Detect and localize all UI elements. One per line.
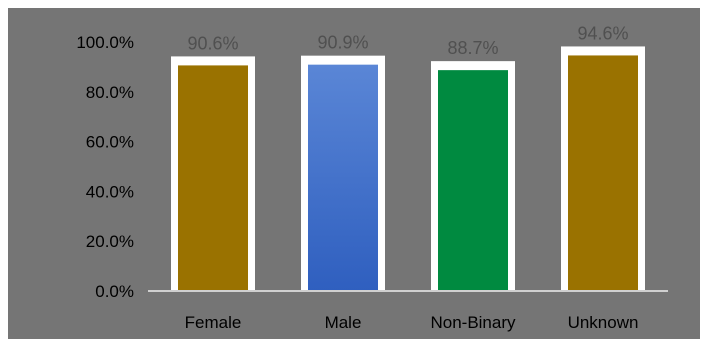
x-tick-label: Non-Binary: [430, 313, 516, 332]
x-tick-label: Male: [325, 313, 362, 332]
data-label: 94.6%: [577, 23, 628, 43]
chart-area: 0.0% 20.0% 40.0% 60.0% 80.0% 100.0% 90.6% 90.9…: [8, 8, 700, 339]
y-tick-label: 60.0%: [86, 133, 134, 152]
x-axis: Female Male Non-Binary Unknown: [148, 290, 668, 332]
x-tick-label: Unknown: [568, 313, 639, 332]
bar-male: [308, 64, 378, 291]
bar-chart: 0.0% 20.0% 40.0% 60.0% 80.0% 100.0% 90.6% 90.9…: [76, 23, 668, 332]
y-axis: 0.0% 20.0% 40.0% 60.0% 80.0% 100.0%: [76, 33, 134, 301]
data-label: 90.6%: [187, 33, 238, 53]
y-tick-label: 100.0%: [76, 33, 134, 52]
y-tick-label: 20.0%: [86, 232, 134, 251]
bar-female: [178, 65, 248, 291]
bar-unknown: [568, 55, 638, 291]
data-label: 90.9%: [317, 33, 368, 53]
bars: 90.6% 90.9% 88.7% 94.6%: [171, 23, 645, 292]
x-tick-label: Female: [185, 313, 242, 332]
y-tick-label: 40.0%: [86, 182, 134, 201]
y-tick-label: 0.0%: [95, 282, 134, 301]
data-label: 88.7%: [447, 38, 498, 58]
y-tick-label: 80.0%: [86, 83, 134, 102]
bar-non-binary: [438, 70, 508, 292]
